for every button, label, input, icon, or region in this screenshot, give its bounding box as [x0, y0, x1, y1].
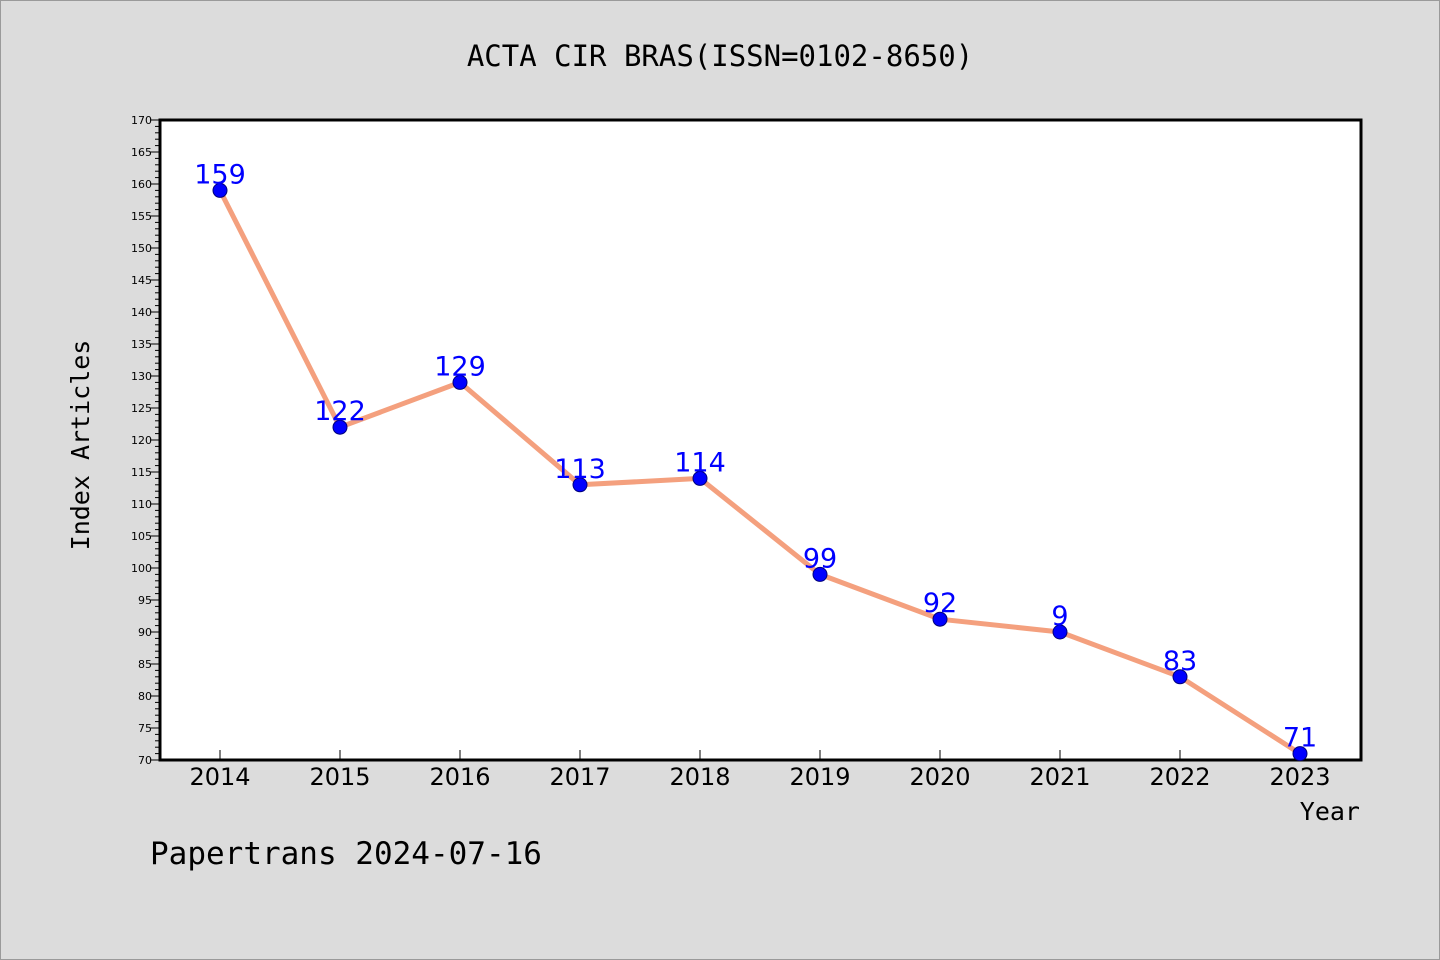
y-tick-label: 120 — [131, 434, 152, 447]
x-tick-label: 2023 — [1269, 763, 1330, 791]
x-axis-ticks: 2014 2015 2016 2017 2018 2019 2020 2021 2022 2023 — [189, 750, 1331, 791]
x-tick-label: 2017 — [549, 763, 610, 791]
x-tick-label: 2022 — [1149, 763, 1210, 791]
y-tick-label: 160 — [131, 178, 152, 191]
data-label: 113 — [554, 454, 606, 485]
data-point — [1292, 746, 1308, 762]
data-point — [572, 477, 588, 493]
y-tick-label: 155 — [131, 210, 152, 223]
y-tick-label: 115 — [131, 466, 152, 479]
data-label: 159 — [194, 159, 246, 190]
data-label: 71 — [1283, 723, 1317, 754]
y-tick-label: 165 — [131, 146, 152, 159]
x-axis-label: Year — [1300, 797, 1360, 826]
y-tick-label: 150 — [131, 242, 152, 255]
data-point — [1052, 624, 1068, 640]
data-point — [932, 611, 948, 627]
x-tick-label: 2019 — [789, 763, 850, 791]
y-tick-label: 140 — [131, 306, 152, 319]
data-label: 92 — [923, 588, 957, 619]
data-labels: 159 122 129 113 114 99 92 9 83 71 — [194, 159, 1317, 753]
y-tick-label: 170 — [131, 114, 152, 127]
plot-area — [158, 118, 1363, 762]
y-tick-label: 145 — [131, 274, 152, 287]
y-tick-label: 80 — [138, 690, 152, 703]
y-axis-label: Index Articles — [66, 340, 95, 551]
y-tick-label: 125 — [131, 402, 152, 415]
footer-credit: Papertrans 2024-07-16 — [150, 836, 542, 872]
chart-title: ACTA CIR BRAS(ISSN=0102-8650) — [467, 39, 973, 73]
x-tick-label: 2021 — [1029, 763, 1090, 791]
y-tick-label: 85 — [138, 658, 152, 671]
data-point — [452, 374, 468, 390]
x-tick-label: 2016 — [429, 763, 490, 791]
y-tick-label: 130 — [131, 370, 152, 383]
data-label: 83 — [1163, 646, 1197, 677]
y-tick-label: 70 — [138, 754, 152, 767]
series-polyline — [217, 187, 1303, 757]
data-label: 122 — [314, 396, 366, 427]
y-tick-label: 110 — [131, 498, 152, 511]
y-tick-label: 135 — [131, 338, 152, 351]
data-point — [692, 470, 708, 486]
data-point — [212, 182, 228, 198]
data-point — [1172, 669, 1188, 685]
y-tick-label: 75 — [138, 722, 152, 735]
x-tick-label: 2018 — [669, 763, 730, 791]
series-markers — [212, 182, 1308, 762]
y-tick-label: 105 — [131, 530, 152, 543]
y-axis-ticks: 70 75 80 85 90 95 100 105 110 115 120 125 130 135 140 1… — [131, 114, 160, 767]
data-label: 129 — [434, 351, 486, 382]
y-tick-label: 90 — [138, 626, 152, 639]
data-point — [812, 566, 828, 582]
x-tick-label: 2015 — [309, 763, 370, 791]
y-tick-label: 100 — [131, 562, 152, 575]
x-tick-label: 2014 — [189, 763, 250, 791]
series-line — [217, 187, 1303, 757]
data-point — [332, 419, 348, 435]
y-tick-label: 95 — [138, 594, 152, 607]
data-label: 99 — [803, 543, 837, 574]
data-label: 9 — [1051, 601, 1068, 632]
data-label: 114 — [674, 447, 726, 478]
x-tick-label: 2020 — [909, 763, 970, 791]
